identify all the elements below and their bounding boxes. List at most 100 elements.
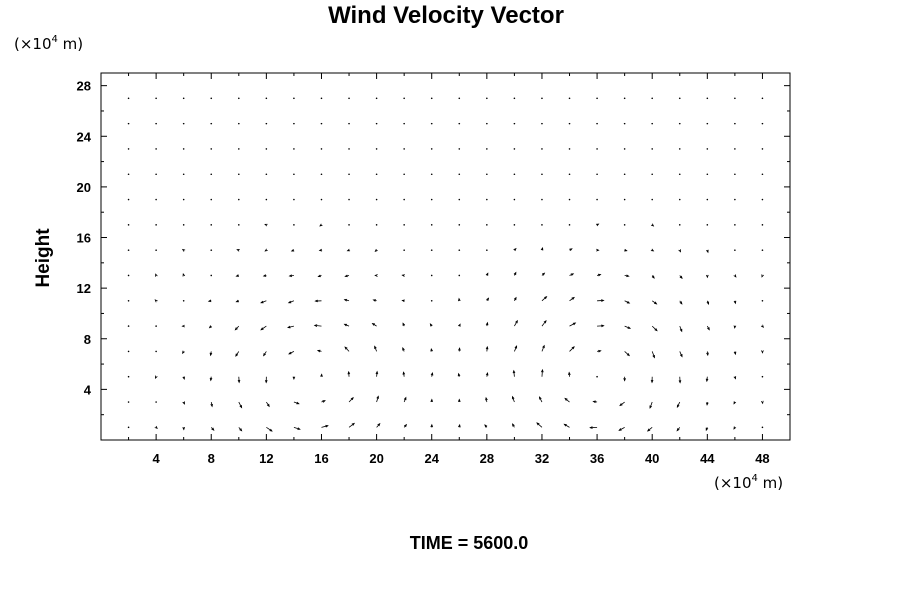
wind-vector (344, 346, 350, 352)
wind-vector (238, 401, 243, 409)
wind-vector (514, 319, 518, 327)
wind-vector (293, 401, 300, 405)
x-tick-label: 32 (535, 451, 549, 466)
wind-vector (513, 247, 517, 252)
wind-vector (679, 351, 683, 358)
wind-vector (486, 249, 488, 251)
wind-vector (761, 274, 764, 278)
wind-vector (321, 400, 326, 403)
wind-vector (592, 400, 598, 404)
wind-vector (536, 422, 543, 428)
wind-vector (127, 249, 130, 251)
wind-vector (734, 173, 736, 176)
wind-vector (182, 148, 185, 150)
wind-vector (430, 148, 433, 150)
wind-vector (293, 148, 295, 150)
wind-vector (207, 299, 212, 303)
wind-vector (292, 376, 296, 381)
wind-vector (375, 122, 378, 125)
wind-vector (346, 248, 351, 252)
y-tick-label: 20 (77, 180, 91, 195)
x-tick-label: 48 (755, 451, 769, 466)
wind-vector (760, 324, 764, 328)
wind-vector (623, 376, 626, 382)
wind-vector (651, 122, 653, 125)
wind-vector (733, 376, 737, 380)
wind-vector (705, 427, 709, 432)
wind-vector (263, 351, 267, 357)
wind-vector (375, 97, 378, 100)
wind-vector (265, 173, 268, 176)
wind-vector (623, 148, 626, 150)
wind-vector (706, 122, 709, 125)
wind-vector (568, 224, 571, 226)
wind-vector (403, 396, 407, 403)
wind-vector (403, 224, 405, 226)
wind-vector (182, 299, 185, 302)
wind-vector (374, 248, 378, 253)
wind-vector (541, 122, 543, 125)
wind-vector (320, 198, 323, 201)
wind-vector (182, 173, 185, 176)
x-tick-label: 44 (700, 451, 715, 466)
wind-vector (706, 300, 710, 305)
wind-vector (238, 122, 240, 125)
wind-vector (679, 300, 683, 305)
wind-vector (320, 173, 323, 176)
wind-vector (623, 198, 626, 201)
wind-vector (293, 173, 295, 176)
wind-vector (569, 248, 573, 252)
wind-vector (458, 148, 461, 150)
wind-vector (538, 396, 543, 403)
wind-vector (568, 97, 571, 100)
wind-vector (265, 122, 268, 125)
wind-vector (375, 224, 378, 226)
wind-vector (486, 297, 490, 302)
wind-vector (678, 376, 682, 384)
wind-vector (484, 424, 488, 428)
wind-vector (288, 274, 294, 278)
wind-vector (705, 274, 709, 279)
wind-vector (319, 223, 323, 227)
wind-vector (430, 371, 434, 377)
wind-vector (429, 323, 433, 327)
wind-vector (458, 323, 461, 327)
wind-vector (597, 349, 602, 353)
wind-vector (596, 173, 598, 176)
wind-vector (314, 299, 322, 303)
wind-vector (264, 223, 268, 227)
wind-vector (430, 398, 434, 403)
wind-vector (651, 325, 658, 332)
wind-vector (595, 223, 600, 227)
wind-vector (458, 198, 461, 201)
wind-vector (371, 322, 377, 327)
wind-vector (320, 122, 323, 125)
wind-vector (210, 198, 213, 201)
wind-vector (264, 376, 268, 384)
wind-vector (761, 375, 764, 378)
wind-vector (374, 274, 378, 277)
wind-vector (210, 274, 213, 277)
x-tick-label: 4 (153, 451, 161, 466)
wind-vector (457, 398, 461, 403)
wind-vector (733, 401, 737, 405)
wind-vector (761, 97, 764, 100)
wind-vector (182, 376, 186, 380)
wind-vector (624, 274, 630, 278)
wind-vector (458, 97, 461, 100)
wind-vector (182, 273, 186, 277)
wind-vector (403, 122, 405, 125)
wind-vector (513, 296, 517, 301)
wind-vector (596, 148, 598, 150)
wind-vector (734, 224, 736, 226)
y-tick-label: 8 (84, 332, 91, 347)
wind-vector (733, 274, 737, 278)
wind-vector (514, 345, 518, 352)
wind-vector (761, 122, 764, 125)
wind-vector (512, 369, 516, 377)
wind-vector (260, 300, 267, 304)
wind-vector (733, 351, 737, 356)
wind-vector (678, 97, 681, 100)
wind-vector (238, 173, 240, 176)
wind-vector (127, 401, 130, 403)
